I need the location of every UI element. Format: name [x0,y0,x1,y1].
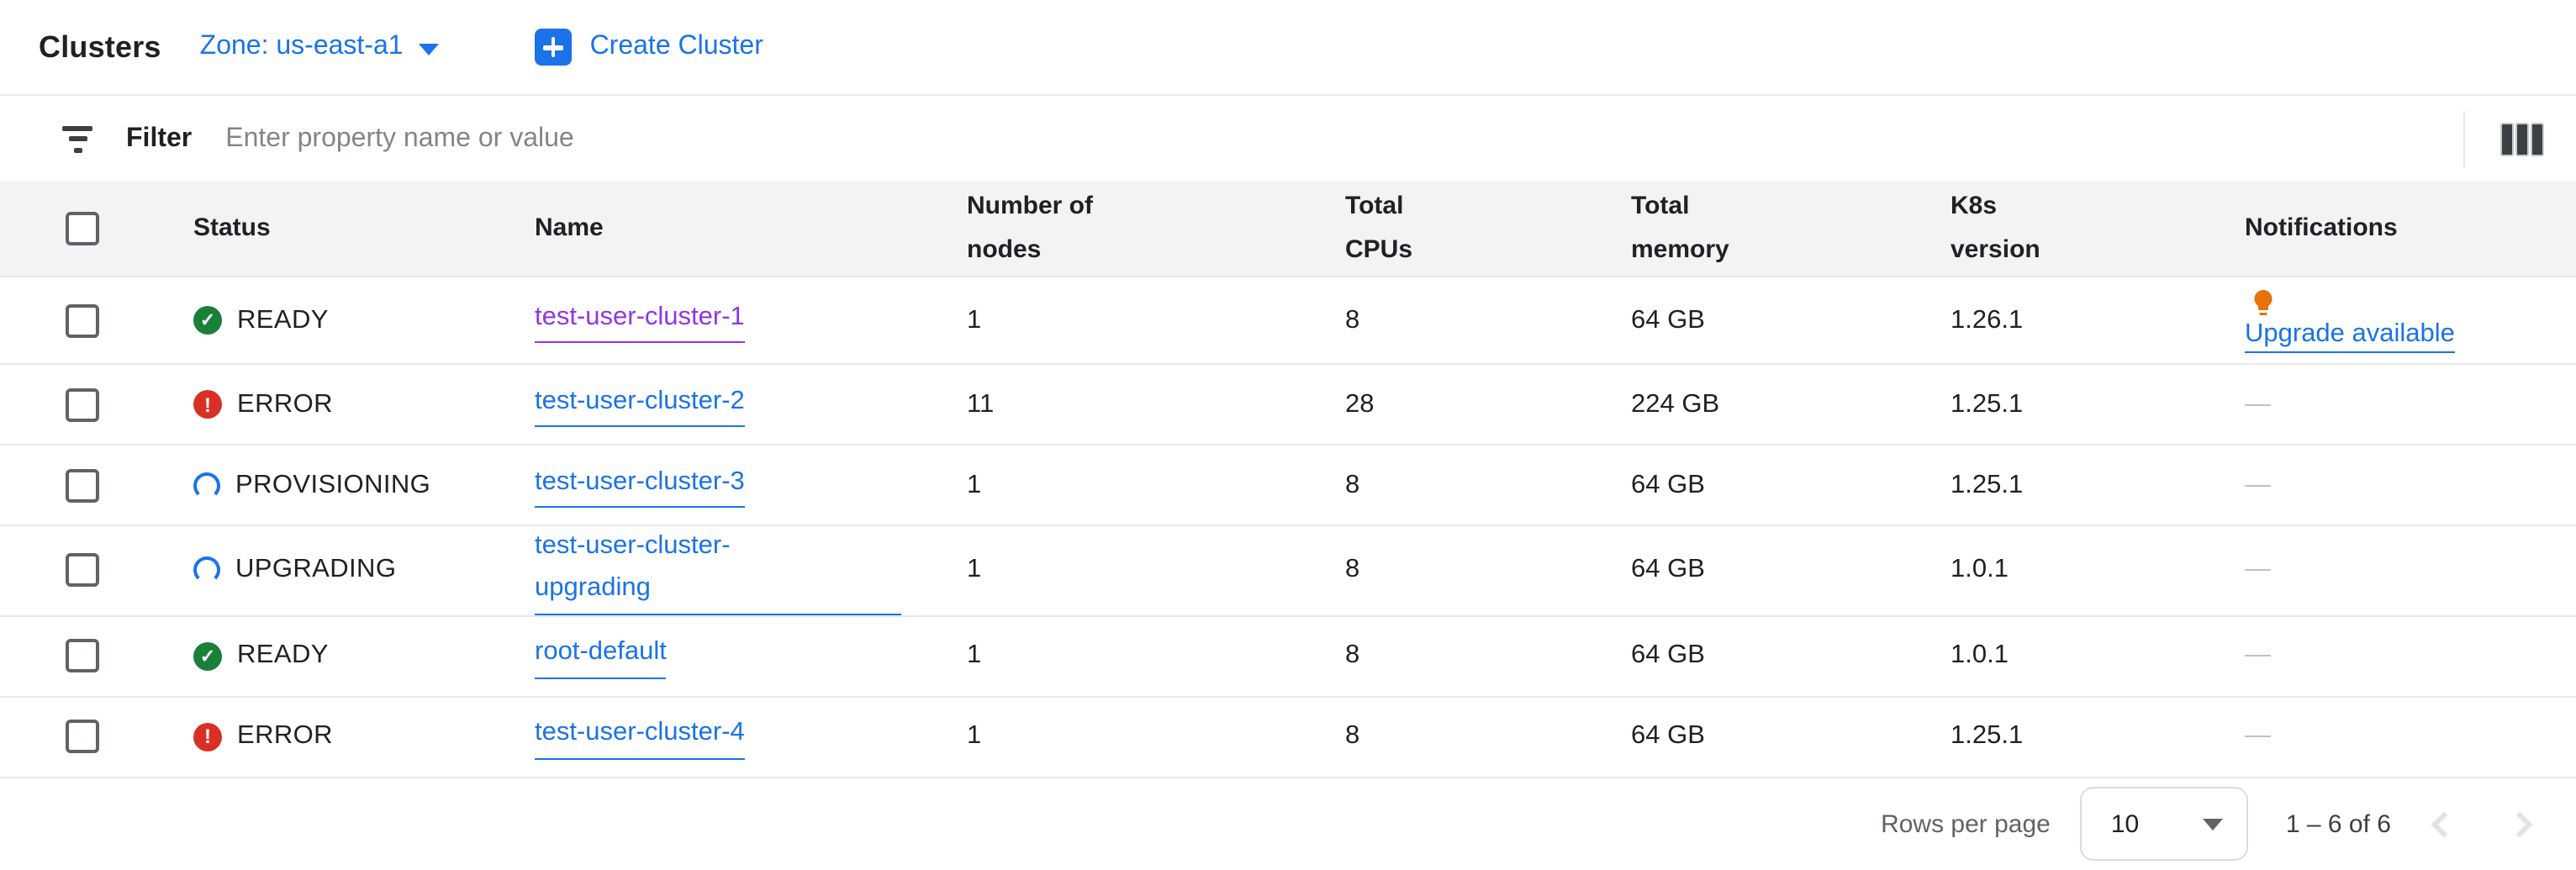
memory-value: 64 GB [1631,305,1705,334]
column-header-nodes: Number of nodes [967,191,1093,265]
cpus-value: 8 [1345,305,1360,334]
table-row: ERROR test-user-cluster-4 1 8 64 GB 1.25… [0,697,2576,778]
check-circle-icon [193,641,222,671]
status-label: READY [237,305,329,334]
row-checkbox[interactable] [66,553,99,588]
cluster-name-link[interactable]: test-user-cluster-4 [535,713,745,760]
k8s-version-value: 1.0.1 [1950,555,2009,584]
status-label: ERROR [237,389,333,418]
status-label: READY [237,641,329,670]
no-notification-dash: — [2245,389,2271,418]
error-icon [193,390,222,419]
error-icon [193,722,222,751]
nodes-value: 1 [967,305,982,334]
select-all-checkbox[interactable] [66,212,99,245]
memory-value: 64 GB [1631,470,1705,498]
cpus-value: 8 [1345,555,1360,584]
filter-label[interactable]: Filter [126,124,193,152]
nodes-value: 1 [967,470,982,498]
rows-per-page-label: Rows per page [1881,809,2051,839]
column-header-notifications: Notifications [2245,213,2398,242]
cpus-value: 28 [1345,389,1375,418]
memory-value: 64 GB [1631,721,1705,751]
no-notification-dash: — [2245,641,2271,670]
k8s-version-value: 1.25.1 [1950,389,2024,418]
spinner-icon [193,556,220,584]
filter-icon[interactable] [61,125,94,152]
filter-input[interactable] [225,124,2463,154]
cluster-name-link[interactable]: root-default [535,632,667,679]
no-notification-dash: — [2245,555,2271,584]
status-label: ERROR [237,721,333,751]
cluster-name-link[interactable]: test-user-cluster-2 [535,381,745,428]
cluster-name-link[interactable]: test-user-cluster-3 [535,461,745,509]
previous-page-icon[interactable] [2431,810,2457,837]
memory-value: 64 GB [1631,555,1705,584]
zone-selector[interactable]: Zone: us-east-a1 [200,32,439,62]
rows-per-page-select[interactable]: 10 [2080,787,2249,862]
create-cluster-button[interactable]: Create Cluster [534,29,763,66]
upgrade-available-link[interactable]: Upgrade available [2245,319,2455,353]
column-header-name: Name [535,213,604,242]
no-notification-dash: — [2245,470,2271,498]
no-notification-dash: — [2245,721,2271,751]
cpus-value: 8 [1345,641,1360,670]
create-cluster-label: Create Cluster [589,32,763,61]
row-checkbox[interactable] [66,303,99,337]
row-checkbox[interactable] [66,388,99,421]
table-row: UPGRADING test-user-cluster-upgrading 1 … [0,526,2576,617]
table-row: READY test-user-cluster-1 1 8 64 GB 1.26… [0,277,2576,365]
k8s-version-value: 1.0.1 [1950,641,2009,670]
row-checkbox[interactable] [66,468,99,502]
row-checkbox[interactable] [66,720,99,754]
zone-selector-label: Zone: us-east-a1 [199,32,404,61]
row-checkbox[interactable] [66,639,99,673]
memory-value: 64 GB [1631,641,1705,670]
cpus-value: 8 [1345,721,1360,751]
column-header-cpus: Total CPUs [1345,191,1413,265]
pagination-bar: Rows per page 10 1 – 6 of 6 [0,778,2576,870]
page-range-label: 1 – 6 of 6 [2285,809,2391,839]
column-header-status: Status [193,213,271,242]
nodes-value: 1 [967,555,982,584]
lightbulb-icon [2254,290,2272,315]
k8s-version-value: 1.25.1 [1950,470,2024,498]
cpus-value: 8 [1345,470,1360,498]
column-header-k8s: K8s version [1950,191,2040,265]
table-row: PROVISIONING test-user-cluster-3 1 8 64 … [0,446,2576,526]
cluster-name-link[interactable]: test-user-cluster-1 [535,297,745,344]
column-header-memory: Total memory [1631,191,1729,265]
page-header: Clusters Zone: us-east-a1 Create Cluster [0,0,2576,96]
table-row: READY root-default 1 8 64 GB 1.0.1 — [0,616,2576,698]
status-label: PROVISIONING [235,470,431,498]
page-title: Clusters [39,29,161,63]
memory-value: 224 GB [1631,389,1720,418]
chevron-down-icon [2203,818,2224,830]
column-display-options-icon[interactable] [2499,120,2546,157]
k8s-version-value: 1.26.1 [1950,305,2024,334]
next-page-icon[interactable] [2506,810,2533,837]
nodes-value: 11 [967,389,995,418]
nodes-value: 1 [967,641,982,670]
vertical-divider [2463,110,2465,167]
chevron-down-icon [418,43,439,55]
table-header-row: Status Name Number of nodes Total CPUs T… [0,182,2576,277]
rows-per-page-value: 10 [2110,809,2140,839]
table-row: ERROR test-user-cluster-2 11 28 224 GB 1… [0,365,2576,446]
k8s-version-value: 1.25.1 [1950,721,2024,751]
spinner-icon [193,472,220,498]
cluster-name-link[interactable]: test-user-cluster-upgrading [535,526,901,615]
status-label: UPGRADING [235,555,397,584]
filter-bar: Filter [0,96,2576,182]
check-circle-icon [193,306,222,335]
nodes-value: 1 [967,721,982,751]
plus-icon [534,29,572,66]
